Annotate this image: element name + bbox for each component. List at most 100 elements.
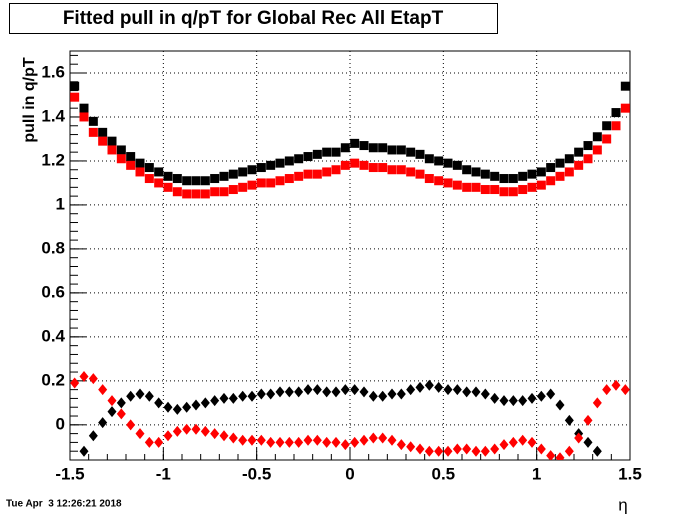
marker-diamond bbox=[480, 388, 490, 400]
marker-diamond bbox=[163, 430, 173, 442]
marker-square bbox=[583, 141, 593, 151]
marker-square bbox=[518, 171, 528, 181]
x-axis-label: η bbox=[618, 495, 627, 514]
marker-diamond bbox=[228, 392, 238, 404]
marker-diamond bbox=[219, 392, 229, 404]
x-tick-label: -1.5 bbox=[55, 464, 84, 483]
marker-square bbox=[238, 167, 248, 177]
marker-diamond bbox=[172, 403, 182, 415]
marker-diamond bbox=[378, 432, 388, 444]
x-tick-label: -1 bbox=[156, 464, 171, 483]
marker-square bbox=[378, 163, 388, 173]
marker-square bbox=[144, 163, 154, 173]
marker-diamond bbox=[434, 381, 444, 393]
markers bbox=[70, 81, 630, 460]
marker-square bbox=[219, 171, 229, 181]
marker-diamond bbox=[424, 379, 434, 391]
marker-diamond bbox=[294, 386, 304, 398]
marker-square bbox=[555, 171, 565, 181]
marker-square bbox=[546, 176, 556, 186]
marker-diamond bbox=[536, 390, 546, 402]
marker-square bbox=[191, 189, 201, 199]
marker-square bbox=[518, 185, 528, 195]
marker-square bbox=[490, 185, 500, 195]
marker-square bbox=[154, 167, 164, 177]
marker-square bbox=[163, 171, 173, 181]
marker-square bbox=[284, 174, 294, 184]
marker-square bbox=[182, 189, 192, 199]
y-tick-label: 0.8 bbox=[41, 238, 65, 257]
marker-square bbox=[116, 154, 126, 164]
marker-square bbox=[387, 165, 397, 175]
marker-diamond bbox=[611, 379, 621, 391]
marker-diamond bbox=[135, 388, 145, 400]
marker-square bbox=[126, 152, 136, 162]
marker-square bbox=[98, 127, 108, 137]
marker-diamond bbox=[462, 386, 472, 398]
marker-diamond bbox=[275, 436, 285, 448]
marker-square bbox=[275, 176, 285, 186]
marker-square bbox=[303, 169, 313, 179]
x-tick-label: 1 bbox=[532, 464, 541, 483]
marker-square bbox=[368, 163, 378, 173]
marker-square bbox=[79, 103, 89, 113]
y-tick-label: 1.4 bbox=[41, 106, 65, 125]
marker-square bbox=[340, 143, 350, 153]
marker-diamond bbox=[256, 388, 266, 400]
marker-diamond bbox=[452, 384, 462, 396]
marker-diamond bbox=[210, 428, 220, 440]
marker-square bbox=[378, 143, 388, 153]
marker-diamond bbox=[247, 434, 257, 446]
marker-square bbox=[592, 132, 602, 142]
marker-square bbox=[135, 158, 145, 168]
y-tick-label: 0.4 bbox=[41, 326, 65, 345]
marker-diamond bbox=[546, 450, 556, 460]
marker-square bbox=[144, 174, 154, 184]
marker-diamond bbox=[266, 436, 276, 448]
marker-diamond bbox=[480, 445, 490, 457]
marker-square bbox=[424, 154, 434, 164]
marker-square bbox=[210, 174, 220, 184]
marker-diamond bbox=[331, 436, 341, 448]
marker-diamond bbox=[79, 445, 89, 457]
marker-diamond bbox=[219, 430, 229, 442]
marker-diamond bbox=[499, 395, 509, 407]
marker-square bbox=[200, 176, 210, 186]
marker-square bbox=[331, 165, 341, 175]
marker-square bbox=[256, 178, 266, 188]
marker-diamond bbox=[396, 439, 406, 451]
marker-diamond bbox=[200, 425, 210, 437]
marker-square bbox=[406, 147, 416, 157]
marker-diamond bbox=[592, 445, 602, 457]
marker-diamond bbox=[527, 392, 537, 404]
marker-square bbox=[471, 182, 481, 192]
marker-diamond bbox=[126, 419, 136, 431]
marker-square bbox=[620, 103, 630, 113]
timestamp: Tue Apr 3 12:26:21 2018 bbox=[6, 499, 122, 510]
marker-square bbox=[611, 121, 621, 131]
marker-diamond bbox=[620, 384, 630, 396]
marker-diamond bbox=[191, 423, 201, 435]
marker-square bbox=[331, 147, 341, 157]
marker-diamond bbox=[359, 386, 369, 398]
marker-diamond bbox=[107, 406, 117, 418]
marker-diamond bbox=[527, 436, 537, 448]
marker-square bbox=[387, 145, 397, 155]
marker-square bbox=[350, 138, 360, 148]
marker-diamond bbox=[312, 384, 322, 396]
marker-diamond bbox=[182, 423, 192, 435]
marker-square bbox=[284, 156, 294, 166]
marker-diamond bbox=[518, 395, 528, 407]
marker-diamond bbox=[107, 395, 117, 407]
marker-square bbox=[88, 127, 98, 137]
marker-diamond bbox=[200, 397, 210, 409]
marker-diamond bbox=[555, 452, 565, 460]
marker-diamond bbox=[154, 436, 164, 448]
marker-square bbox=[415, 149, 425, 159]
marker-square bbox=[462, 165, 472, 175]
marker-square bbox=[471, 167, 481, 177]
marker-square bbox=[359, 160, 369, 170]
marker-square bbox=[396, 145, 406, 155]
marker-square bbox=[564, 154, 574, 164]
